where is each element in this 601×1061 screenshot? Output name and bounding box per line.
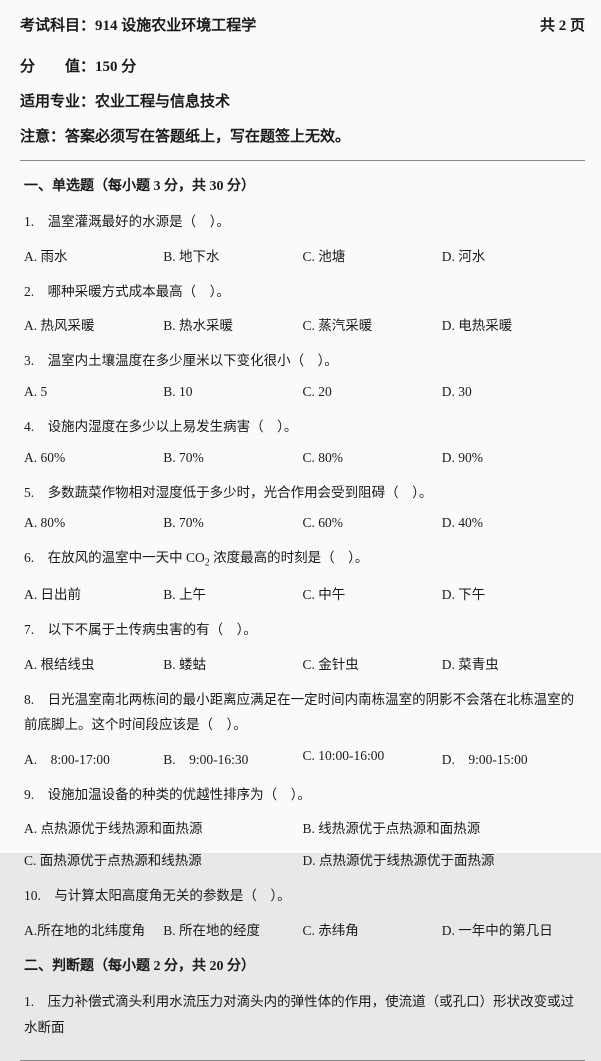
q6-opt-c: C. 中午 (303, 583, 442, 603)
q3-opt-a: A. 5 (24, 384, 163, 400)
exam-page: 考试科目：914 设施农业环境工程学 共 2 页 分 值：150 分 适用专业：… (0, 0, 601, 853)
q5-opt-a: A. 80% (24, 515, 163, 531)
subject-label: 考试科目： (20, 18, 95, 34)
q10-options: A.所在地的北纬度角 B. 所在地的经度 C. 赤纬角 D. 一年中的第几日 (24, 919, 581, 939)
q3-opt-b: B. 10 (163, 384, 302, 400)
q1-opt-d: D. 河水 (442, 245, 581, 265)
q4: 4. 设施内湿度在多少以上易发生病害（ ）。 (24, 414, 581, 440)
q8-options: A. 8:00-17:00 B. 9:00-16:30 C. 10:00-16:… (24, 748, 581, 768)
q2: 2. 哪种采暖方式成本最高（ ）。 (24, 279, 581, 305)
q6-opt-a: A. 日出前 (24, 583, 163, 603)
notice-value: 答案必须写在答题纸上，写在题签上无效。 (65, 129, 350, 145)
header-row-1: 考试科目：914 设施农业环境工程学 共 2 页 (20, 8, 585, 49)
subject-line: 考试科目：914 设施农业环境工程学 (20, 14, 256, 35)
q4-opt-d: D. 90% (442, 450, 581, 466)
q5-opt-d: D. 40% (442, 515, 581, 531)
q7-opt-b: B. 蝼蛄 (163, 653, 302, 673)
q6-post: 浓度最高的时刻是（ ）。 (210, 550, 369, 565)
q10-opt-d: D. 一年中的第几日 (442, 919, 581, 939)
q8-opt-a: A. 8:00-17:00 (24, 748, 163, 768)
q2-opt-d: D. 电热采暖 (442, 314, 581, 334)
major-line: 适用专业：农业工程与信息技术 (20, 90, 585, 111)
q2-opt-a: A. 热风采暖 (24, 314, 163, 334)
q9-opt-d: D. 点热源优于线热源优于面热源 (303, 849, 582, 869)
q1-opt-b: B. 地下水 (163, 245, 302, 265)
q10-opt-c: C. 赤纬角 (303, 919, 442, 939)
q6-pre: 6. 在放风的温室中一天中 CO (24, 550, 205, 565)
s2-q1: 1. 压力补偿式滴头利用水流压力对滴头内的弹性体的作用，使流道（或孔口）形状改变… (24, 989, 581, 1040)
q9-opt-c: C. 面热源优于点热源和线热源 (24, 849, 303, 869)
q3-options: A. 5 B. 10 C. 20 D. 30 (24, 384, 581, 400)
q9-opt-a: A. 点热源优于线热源和面热源 (24, 817, 303, 837)
q10: 10. 与计算太阳高度角无关的参数是（ ）。 (24, 883, 581, 909)
q9: 9. 设施加温设备的种类的优越性排序为（ ）。 (24, 782, 581, 808)
q8-opt-c: C. 10:00-16:00 (303, 748, 442, 768)
q9-opt-b: B. 线热源优于点热源和面热源 (303, 817, 582, 837)
q6: 6. 在放风的温室中一天中 CO2 浓度最高的时刻是（ ）。 (24, 545, 581, 573)
q5-options: A. 80% B. 70% C. 60% D. 40% (24, 515, 581, 531)
q4-opt-c: C. 80% (303, 450, 442, 466)
q4-opt-b: B. 70% (163, 450, 302, 466)
q10-opt-a: A.所在地的北纬度角 (24, 919, 163, 939)
q7-opt-c: C. 金针虫 (303, 653, 442, 673)
q3-opt-d: D. 30 (442, 384, 581, 400)
q7-opt-d: D. 菜青虫 (442, 653, 581, 673)
q10-opt-b: B. 所在地的经度 (163, 919, 302, 939)
q7-options: A. 根结线虫 B. 蝼蛄 C. 金针虫 D. 菜青虫 (24, 653, 581, 673)
q1-opt-c: C. 池塘 (303, 245, 442, 265)
notice-line: 注意：答案必须写在答题纸上，写在题签上无效。 (20, 125, 585, 146)
q8-opt-b: B. 9:00-16:30 (163, 748, 302, 768)
q1-options: A. 雨水 B. 地下水 C. 池塘 D. 河水 (24, 245, 581, 265)
q8-opt-d: D. 9:00-15:00 (442, 748, 581, 768)
page-count: 共 2 页 (540, 14, 585, 35)
q6-opt-d: D. 下午 (442, 583, 581, 603)
q8: 8. 日光温室南北两栋间的最小距离应满足在一定时间内南栋温室的阴影不会落在北栋温… (24, 687, 581, 738)
q5-opt-c: C. 60% (303, 515, 442, 531)
q1-opt-a: A. 雨水 (24, 245, 163, 265)
q4-opt-a: A. 60% (24, 450, 163, 466)
q2-opt-b: B. 热水采暖 (163, 314, 302, 334)
score-label: 分 值： (20, 59, 95, 75)
q5-opt-b: B. 70% (163, 515, 302, 531)
major-value: 农业工程与信息技术 (95, 94, 230, 110)
q6-options: A. 日出前 B. 上午 C. 中午 D. 下午 (24, 583, 581, 603)
q7: 7. 以下不属于土传病虫害的有（ ）。 (24, 617, 581, 643)
content-box: 一、单选题（每小题 3 分，共 30 分） 1. 温室灌溉最好的水源是（ ）。 … (20, 160, 585, 1061)
notice-label: 注意： (20, 129, 65, 145)
section2-title: 二、判断题（每小题 2 分，共 20 分） (24, 955, 581, 975)
q1: 1. 温室灌溉最好的水源是（ ）。 (24, 209, 581, 235)
q2-options: A. 热风采暖 B. 热水采暖 C. 蒸汽采暖 D. 电热采暖 (24, 314, 581, 334)
q6-opt-b: B. 上午 (163, 583, 302, 603)
major-label: 适用专业： (20, 94, 95, 110)
q4-options: A. 60% B. 70% C. 80% D. 90% (24, 450, 581, 466)
q2-opt-c: C. 蒸汽采暖 (303, 314, 442, 334)
section1-title: 一、单选题（每小题 3 分，共 30 分） (24, 175, 581, 195)
score-value: 150 分 (95, 59, 136, 75)
subject-value: 914 设施农业环境工程学 (95, 18, 256, 34)
q5: 5. 多数蔬菜作物相对湿度低于多少时，光合作用会受到阻碍（ ）。 (24, 480, 581, 506)
q7-opt-a: A. 根结线虫 (24, 653, 163, 673)
q9-options: A. 点热源优于线热源和面热源 B. 线热源优于点热源和面热源 C. 面热源优于… (24, 817, 581, 869)
q3: 3. 温室内土壤温度在多少厘米以下变化很小（ ）。 (24, 348, 581, 374)
score-line: 分 值：150 分 (20, 55, 585, 76)
q3-opt-c: C. 20 (303, 384, 442, 400)
